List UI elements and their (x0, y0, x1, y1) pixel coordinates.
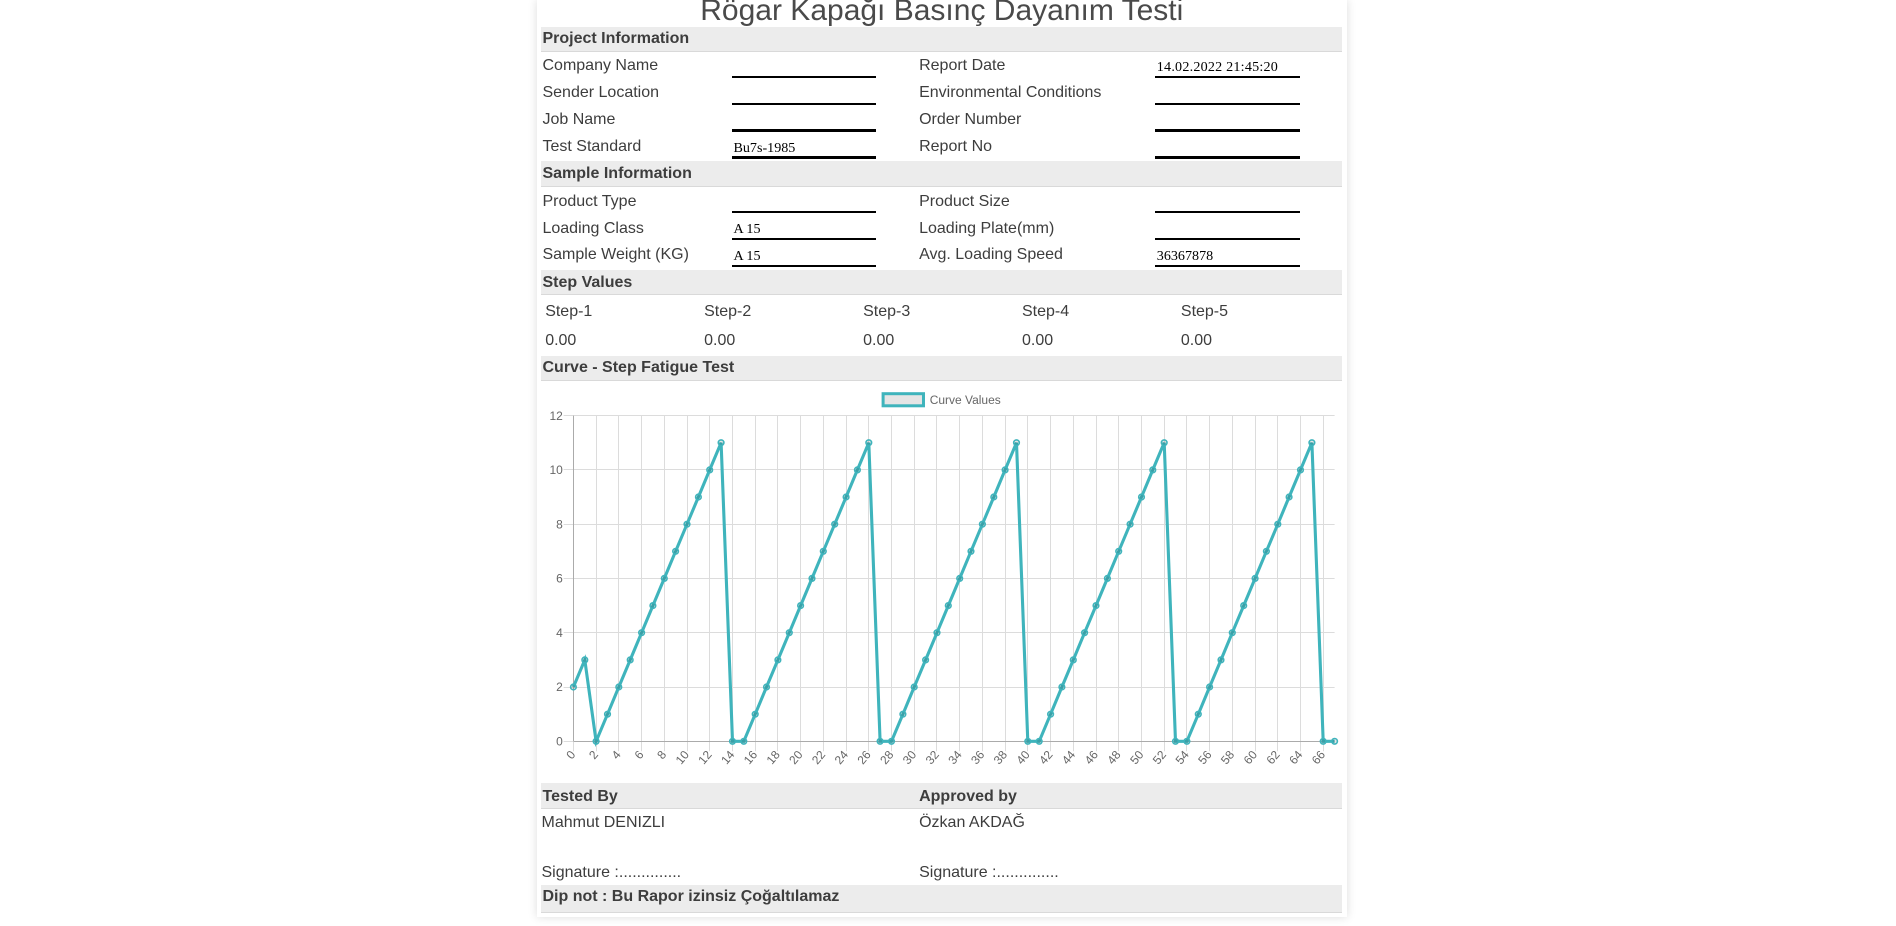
svg-text:14: 14 (718, 748, 738, 767)
svg-text:6: 6 (556, 572, 563, 586)
svg-text:12: 12 (549, 409, 563, 423)
svg-text:58: 58 (1218, 748, 1238, 767)
svg-text:50: 50 (1127, 748, 1147, 767)
svg-text:4: 4 (556, 626, 563, 640)
svg-text:30: 30 (899, 748, 919, 767)
svg-text:22: 22 (809, 748, 829, 767)
svg-text:6: 6 (631, 748, 646, 762)
svg-text:2: 2 (586, 748, 601, 762)
svg-text:18: 18 (763, 748, 783, 767)
svg-text:0: 0 (563, 748, 578, 762)
svg-text:60: 60 (1240, 748, 1260, 767)
svg-text:26: 26 (854, 748, 874, 767)
svg-text:0: 0 (556, 734, 563, 748)
svg-text:4: 4 (608, 748, 623, 762)
svg-text:44: 44 (1059, 748, 1079, 767)
svg-text:40: 40 (1013, 748, 1033, 767)
svg-text:28: 28 (877, 748, 897, 767)
svg-text:42: 42 (1036, 748, 1056, 767)
svg-text:10: 10 (672, 748, 692, 767)
svg-text:16: 16 (740, 748, 760, 767)
svg-text:46: 46 (1081, 748, 1101, 767)
svg-text:64: 64 (1286, 748, 1306, 767)
svg-text:66: 66 (1308, 748, 1328, 767)
svg-text:12: 12 (695, 748, 715, 767)
svg-text:34: 34 (945, 748, 965, 767)
svg-text:Curve Values: Curve Values (929, 393, 1000, 407)
svg-text:38: 38 (990, 748, 1010, 767)
svg-text:54: 54 (1172, 748, 1192, 767)
svg-text:2: 2 (556, 680, 563, 694)
svg-text:8: 8 (556, 517, 563, 531)
svg-text:36: 36 (968, 748, 988, 767)
svg-text:56: 56 (1195, 748, 1215, 767)
svg-text:62: 62 (1263, 748, 1283, 767)
svg-text:20: 20 (786, 748, 806, 767)
svg-text:24: 24 (831, 748, 851, 767)
svg-text:10: 10 (549, 463, 563, 477)
svg-text:52: 52 (1149, 748, 1169, 767)
svg-text:48: 48 (1104, 748, 1124, 767)
svg-text:8: 8 (654, 748, 669, 762)
svg-text:32: 32 (922, 748, 942, 767)
